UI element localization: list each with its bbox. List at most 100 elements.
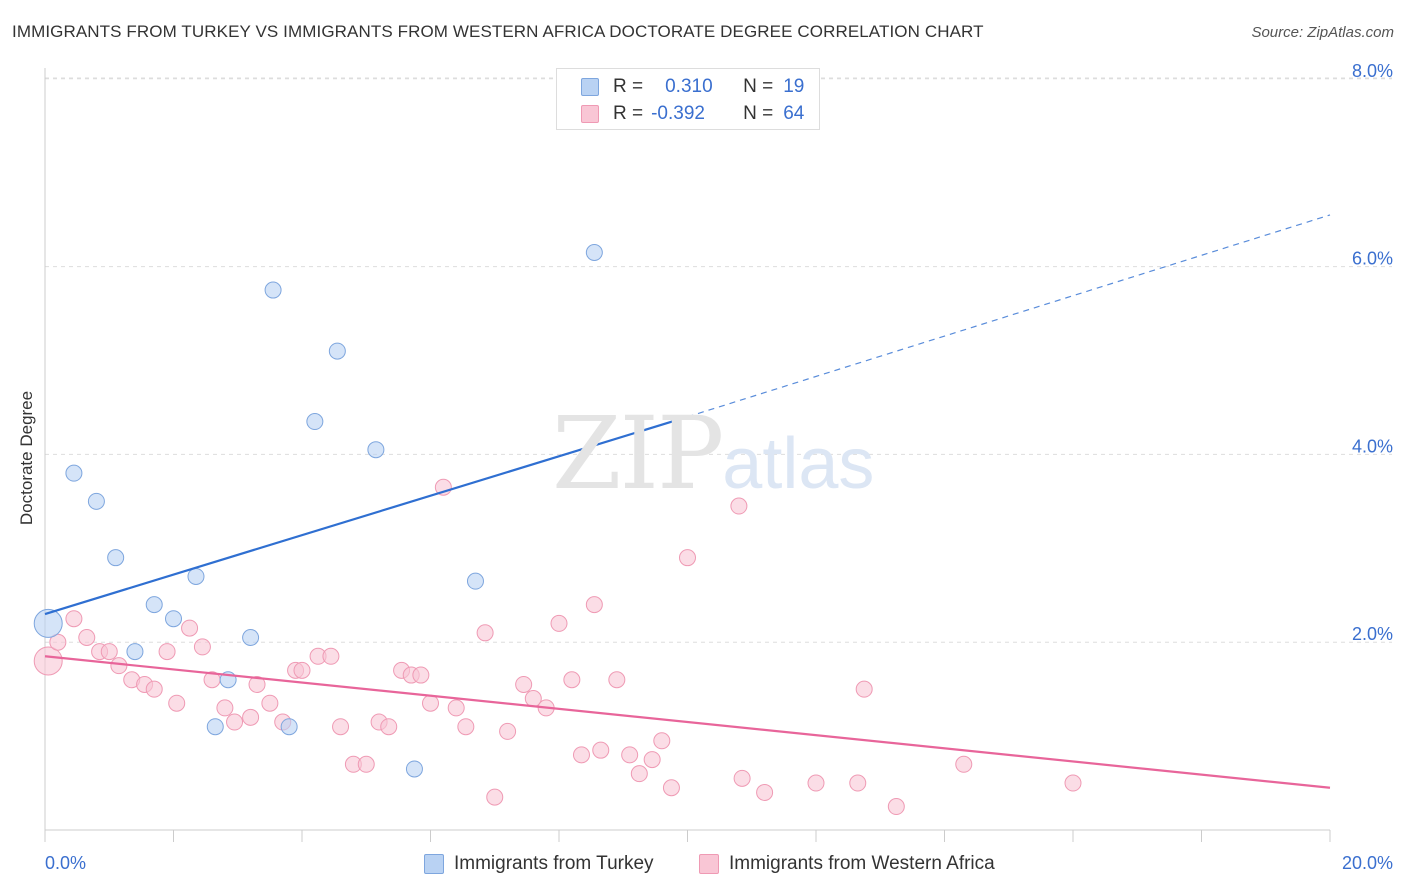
western-africa-point [592, 741, 610, 759]
western-africa-point [181, 619, 199, 637]
grid-lines [45, 77, 1392, 643]
turkey-point [585, 244, 603, 261]
turkey-point [280, 718, 298, 736]
y-tick-label: 2.0% [1352, 624, 1393, 644]
source-credit: Source: ZipAtlas.com [1251, 24, 1394, 41]
western-africa-point [100, 643, 118, 661]
turkey-point [87, 492, 105, 510]
turkey-point [165, 610, 182, 628]
turkey-n-label: N = [743, 76, 774, 97]
western-africa-point [679, 549, 696, 567]
western-africa-point [621, 746, 639, 764]
y-axis-label: Doctorate Degree [17, 390, 36, 526]
y-tick-label: 4.0% [1352, 436, 1393, 456]
western-africa-point [662, 779, 680, 797]
western-africa-point [78, 629, 96, 646]
bottom-legend-western-africa: Immigrants from Western Africa [699, 852, 995, 876]
western-africa-point [849, 774, 867, 792]
western-africa-point [332, 718, 350, 736]
turkey-point [328, 342, 346, 360]
wafrica-legend-label: Immigrants from Western Africa [729, 853, 995, 874]
western-africa-point [412, 666, 430, 684]
turkey-point [33, 608, 63, 638]
western-africa-point [887, 798, 905, 816]
western-africa-point [158, 643, 176, 661]
turkey-point [367, 441, 385, 459]
wafrica-r-value: -0.392 [651, 103, 705, 124]
western-africa-point [499, 722, 517, 740]
western-africa-point [248, 675, 266, 693]
western-africa-point [293, 661, 311, 679]
western-africa-point [486, 788, 504, 806]
axes [44, 68, 1331, 842]
turkey-points [33, 244, 603, 778]
western-africa-point [572, 746, 590, 764]
western-africa-point [380, 718, 398, 736]
turkey-legend-icon [424, 854, 444, 874]
western-africa-point [585, 596, 603, 614]
tick-labels: 2.0% 4.0% 6.0% 8.0% 0.0% 20.0% [45, 61, 1393, 873]
turkey-point [264, 281, 282, 299]
western-africa-legend-icon [699, 854, 719, 874]
western-africa-point [33, 646, 63, 676]
turkey-point [145, 596, 163, 614]
wafrica-n-value: 64 [783, 103, 805, 124]
western-africa-point [476, 624, 494, 642]
western-africa-point [550, 614, 568, 632]
western-africa-trend-line [44, 655, 1331, 789]
western-africa-point [807, 774, 825, 792]
y-tick-label: 6.0% [1352, 249, 1393, 269]
western-africa-point [322, 647, 340, 665]
western-africa-point [422, 694, 439, 712]
turkey-point [242, 629, 260, 646]
trend-lines [44, 214, 1331, 789]
western-africa-point [643, 751, 661, 769]
western-africa-point [955, 755, 973, 773]
western-africa-point [193, 638, 211, 656]
turkey-point [405, 760, 423, 778]
turkey-point [65, 464, 83, 482]
western-africa-point [515, 675, 533, 693]
turkey-point [126, 643, 144, 661]
chart-title: IMMIGRANTS FROM TURKEY VS IMMIGRANTS FRO… [12, 22, 984, 41]
western-africa-point [457, 718, 475, 736]
turkey-point [187, 567, 205, 585]
turkey-trend-line [44, 415, 688, 616]
wafrica-r-label: R = [613, 103, 644, 124]
correlation-legend: R = 0.310 N = 19 R = -0.392 N = 64 [556, 68, 820, 130]
turkey-swatch-icon [581, 78, 599, 96]
western-africa-points [33, 478, 1082, 816]
western-africa-point [216, 699, 234, 717]
western-africa-point [168, 694, 186, 712]
western-africa-swatch-icon [581, 105, 599, 123]
turkey-point [466, 572, 484, 590]
western-africa-point [563, 671, 581, 689]
western-africa-point [608, 671, 626, 689]
western-africa-point [65, 610, 83, 628]
western-africa-point [653, 732, 671, 750]
y-tick-label: 8.0% [1352, 61, 1393, 81]
legend-row-western-africa: R = -0.392 N = 64 [581, 103, 804, 125]
western-africa-point [110, 657, 128, 675]
turkey-point [107, 549, 125, 567]
turkey-trend-extension [687, 214, 1331, 418]
western-africa-point [730, 497, 748, 515]
western-africa-point [630, 765, 648, 783]
western-africa-point [733, 769, 751, 787]
western-africa-point [447, 699, 465, 717]
western-africa-point [357, 755, 375, 773]
turkey-point [206, 718, 224, 736]
western-africa-point [855, 680, 873, 698]
x-tick-label-max: 20.0% [1342, 853, 1393, 873]
legend-row-turkey: R = 0.310 N = 19 [581, 76, 804, 98]
turkey-legend-label: Immigrants from Turkey [454, 853, 654, 874]
western-africa-point [242, 708, 260, 726]
turkey-r-label: R = [613, 76, 644, 97]
western-africa-point [261, 694, 279, 712]
western-africa-point [145, 680, 163, 698]
turkey-n-value: 19 [783, 76, 805, 97]
western-africa-point [1064, 774, 1082, 792]
western-africa-point [226, 713, 244, 731]
bottom-legend-turkey: Immigrants from Turkey [424, 852, 654, 876]
